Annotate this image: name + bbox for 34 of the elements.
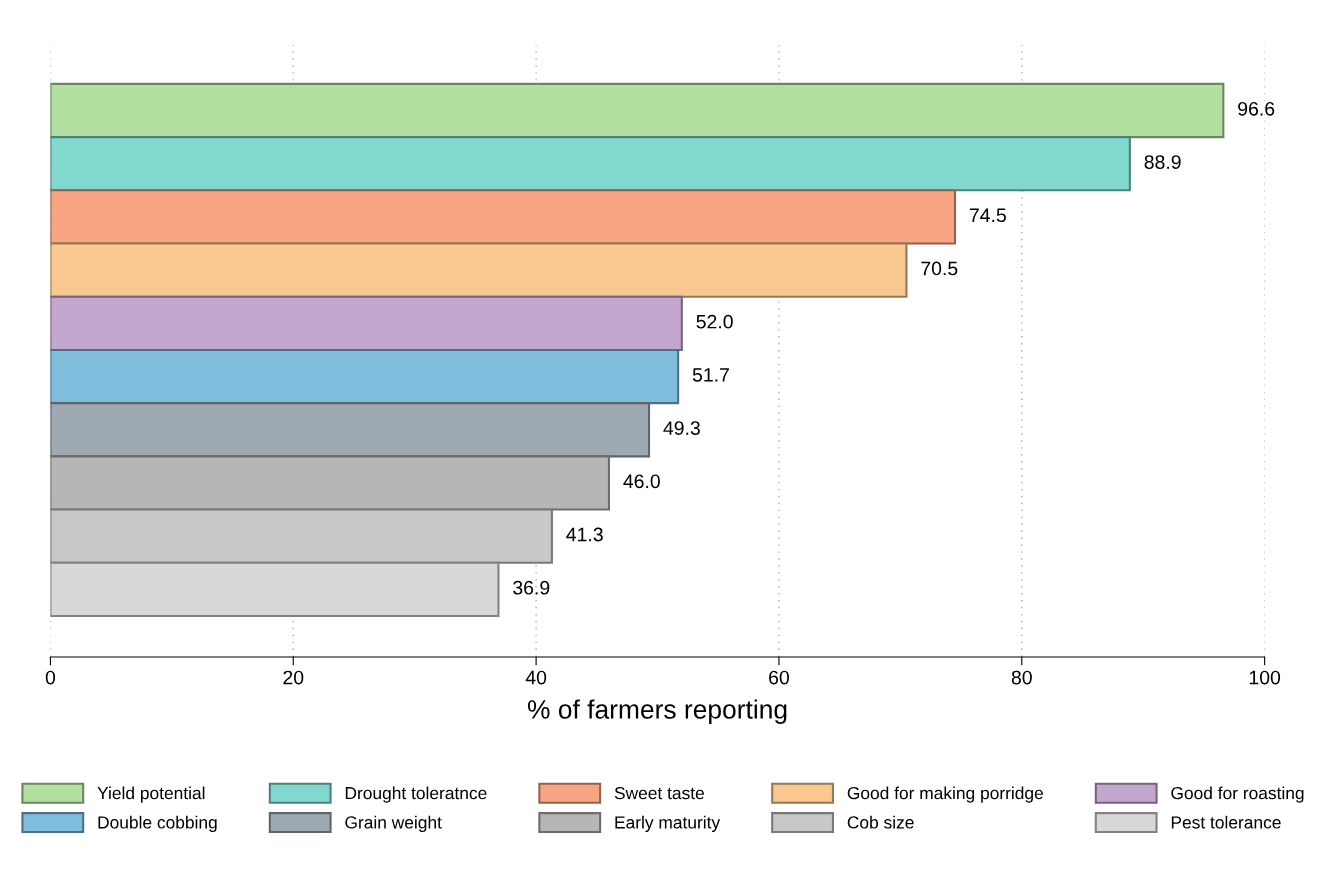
legend-label: Pest tolerance [1171, 815, 1281, 829]
legend-label: Grain weight [345, 815, 442, 833]
legend-label: Good for making porridge [847, 786, 1043, 803]
data-label: 74.5 [969, 208, 1006, 223]
x-tick-label: 20 [283, 670, 304, 685]
x-tick-label: 80 [1011, 670, 1032, 685]
data-label: 49.3 [663, 421, 700, 435]
data-label: 51.7 [692, 368, 729, 382]
data-label: 46.0 [623, 474, 660, 489]
legend-label: Sweet taste [614, 786, 704, 800]
bar [50, 295, 683, 351]
legend-label: Yield potential [97, 786, 205, 803]
legend-label: Good for roasting [1171, 786, 1304, 803]
bar [50, 242, 908, 298]
data-label: 41.3 [566, 527, 603, 542]
x-axis-title: % of farmers reporting [527, 699, 787, 724]
bar [50, 402, 651, 458]
x-tick-label: 100 [1249, 670, 1281, 685]
x-tick-label: 40 [525, 670, 547, 685]
bar [50, 348, 680, 405]
x-tick-label: 60 [769, 670, 789, 685]
legend-label: Cob size [847, 815, 914, 829]
legend-label: Double cobbing [98, 815, 217, 833]
data-label: 70.5 [921, 261, 958, 276]
bar [50, 136, 1131, 192]
bar [50, 189, 957, 245]
legend-label: Drought toleratnce [345, 786, 487, 803]
data-label: 88.9 [1144, 155, 1181, 169]
data-label: 36.9 [513, 580, 550, 595]
x-tick-label: 0 [45, 670, 56, 685]
data-label: 52.0 [696, 314, 733, 329]
legend-label: Early maturity [615, 815, 721, 833]
bar [50, 82, 1225, 139]
data-label: 96.6 [1238, 101, 1275, 116]
